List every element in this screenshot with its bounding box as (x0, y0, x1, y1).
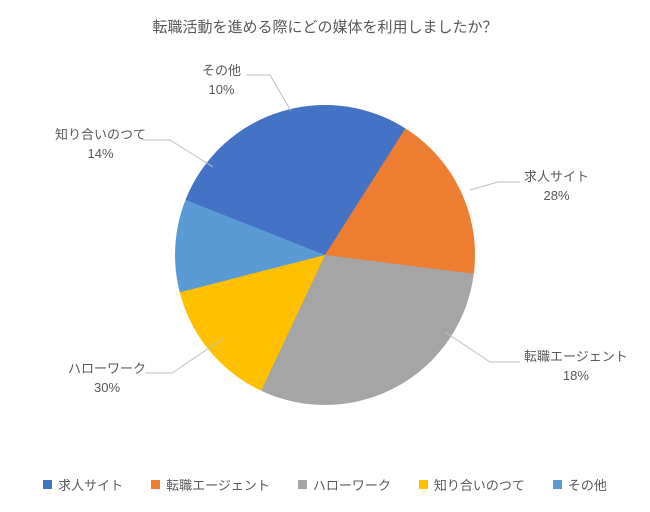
slice-pct-4: 10% (208, 82, 234, 97)
legend-swatch-1 (151, 480, 160, 489)
legend-label-2: ハローワーク (313, 475, 391, 494)
slice-label-2: ハローワーク 30% (68, 360, 146, 398)
slice-name-4: その他 (202, 63, 241, 78)
slice-name-1: 転職エージェント (524, 349, 628, 364)
slice-label-3: 知り合いのつて 14% (55, 126, 146, 164)
pie-chart (175, 105, 475, 405)
slice-pct-1: 18% (563, 368, 589, 383)
slice-pct-2: 30% (94, 380, 120, 395)
legend-swatch-0 (43, 480, 52, 489)
legend-item-3: 知り合いのつて (419, 475, 525, 494)
legend-label-3: 知り合いのつて (434, 475, 525, 494)
slice-name-0: 求人サイト (524, 169, 589, 184)
legend-swatch-4 (553, 480, 562, 489)
legend-swatch-2 (298, 480, 307, 489)
legend: 求人サイト 転職エージェント ハローワーク 知り合いのつて その他 (0, 475, 650, 494)
slice-label-4: その他 10% (202, 62, 241, 100)
legend-item-1: 転職エージェント (151, 475, 270, 494)
slice-pct-0: 28% (543, 188, 569, 203)
legend-label-4: その他 (568, 475, 607, 494)
legend-item-4: その他 (553, 475, 607, 494)
chart-title: 転職活動を進める際にどの媒体を利用しましたか？ (0, 16, 650, 37)
legend-label-1: 転職エージェント (166, 475, 270, 494)
slice-name-3: 知り合いのつて (55, 127, 146, 142)
slice-name-2: ハローワーク (68, 361, 146, 376)
pie-wrap (175, 105, 475, 405)
slice-pct-3: 14% (87, 146, 113, 161)
chart-container: 転職活動を進める際にどの媒体を利用しましたか？ 求人サイト 28% 転職エージェ… (0, 0, 650, 512)
slice-label-0: 求人サイト 28% (524, 168, 589, 206)
legend-item-0: 求人サイト (43, 475, 123, 494)
legend-label-0: 求人サイト (58, 475, 123, 494)
slice-label-1: 転職エージェント 18% (524, 348, 628, 386)
legend-item-2: ハローワーク (298, 475, 391, 494)
legend-swatch-3 (419, 480, 428, 489)
